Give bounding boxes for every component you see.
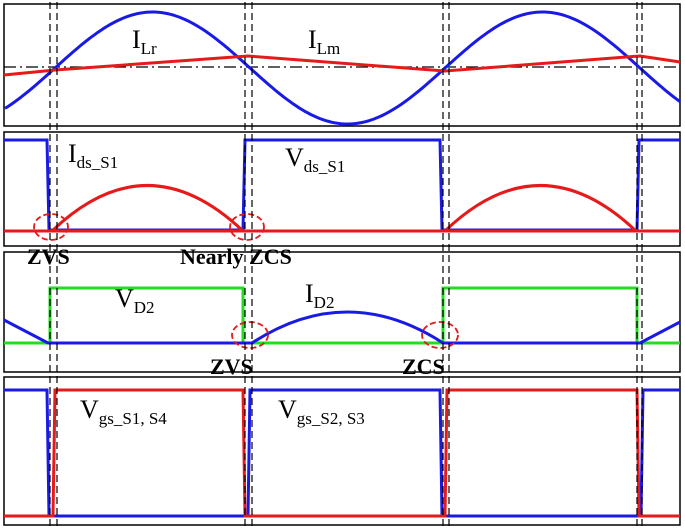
label-sub: D2 — [314, 293, 335, 312]
id2-wave — [251, 310, 681, 345]
time-markers — [49, 2, 643, 528]
vgs-s1-wave — [4, 388, 680, 518]
label-sub: ds_S1 — [304, 157, 346, 176]
ids-arch — [50, 184, 245, 233]
label-id2: ID2 — [305, 279, 334, 312]
label-ilm: ILm — [308, 25, 340, 58]
zvs-marker — [231, 321, 269, 349]
zcs-marker — [229, 213, 265, 241]
label-sub: D2 — [134, 298, 155, 317]
label-main: I — [308, 25, 317, 54]
label-main: I — [132, 25, 141, 54]
vd2-wave — [4, 286, 680, 345]
id2-wave — [3, 318, 252, 345]
label-zvs: ZVS — [27, 244, 70, 269]
ilm-wave — [3, 54, 681, 77]
label-main: I — [305, 279, 314, 308]
label-vgs-s1: Vgs_S1, S4 — [80, 395, 167, 428]
panel-frame — [3, 3, 681, 127]
label-sub: gs_S2, S3 — [297, 409, 365, 428]
ids-arch — [443, 184, 638, 233]
zvs-marker — [33, 213, 69, 241]
panel-frame — [3, 376, 681, 526]
panel-frame — [3, 131, 681, 247]
label-zcs: ZCS — [402, 354, 445, 379]
label-zvs: ZVS — [210, 354, 253, 379]
label-ids: Ids_S1 — [68, 139, 118, 172]
zcs-marker — [421, 321, 459, 349]
label-main: V — [285, 143, 304, 172]
label-sub: Lm — [317, 39, 341, 58]
label-vgs-s2: Vgs_S2, S3 — [278, 395, 365, 428]
label-main: V — [115, 284, 134, 313]
vds-wave — [4, 138, 680, 232]
label-ilr: ILr — [132, 25, 157, 58]
panel-frame — [3, 251, 681, 373]
label-vd2: VD2 — [115, 284, 155, 317]
label-main: V — [278, 395, 297, 424]
label-sub: gs_S1, S4 — [99, 409, 168, 428]
label-main: I — [68, 139, 77, 168]
label-vds: Vds_S1 — [285, 143, 345, 176]
label-main: V — [80, 395, 99, 424]
ilr-wave — [4, 10, 681, 126]
label-sub: ds_S1 — [77, 153, 119, 172]
label-sub: Lr — [141, 39, 157, 58]
label-nearly-zcs: Nearly ZCS — [180, 244, 292, 269]
